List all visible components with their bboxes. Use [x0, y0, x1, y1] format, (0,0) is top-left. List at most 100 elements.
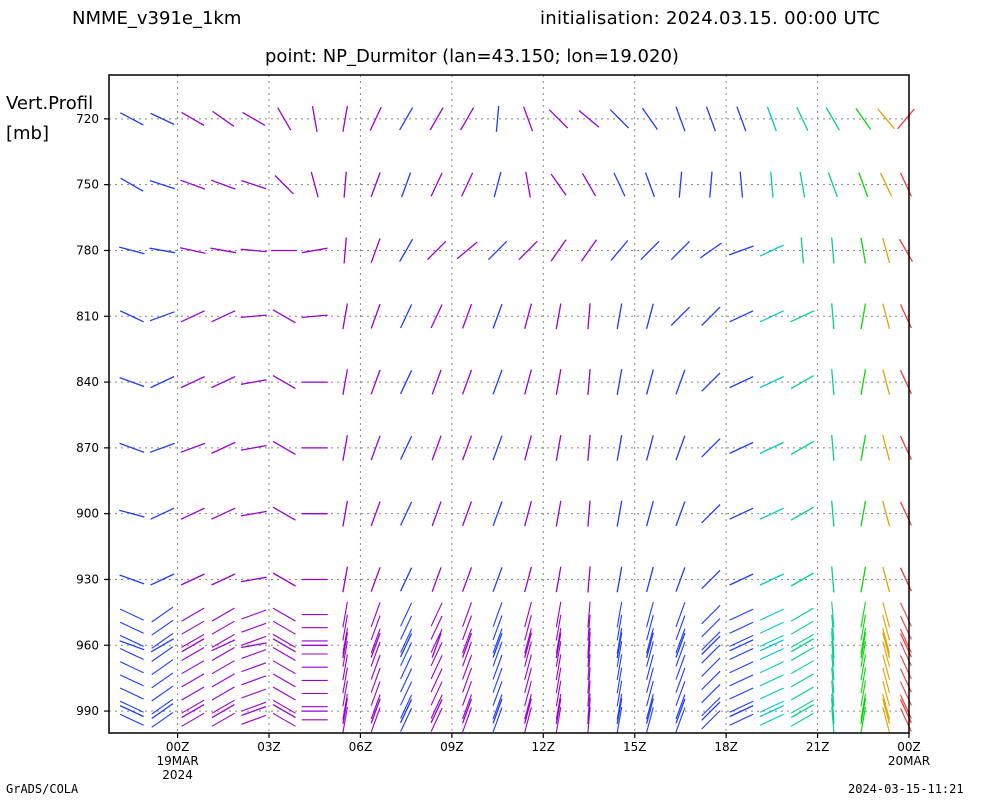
- wind-barb-lowlevel: [555, 601, 562, 628]
- wind-barb-lowlevel: [860, 601, 867, 628]
- wind-barb-lowlevel: [882, 641, 891, 667]
- wind-barb: [645, 369, 654, 395]
- wind-barb-lowlevel: [181, 620, 205, 635]
- wind-barb-lowlevel: [882, 693, 891, 720]
- wind-barb-lowlevel: [181, 712, 205, 727]
- wind-barb-lowlevel: [646, 680, 654, 707]
- wind-barb-lowlevel: [555, 628, 562, 654]
- wind-barb: [301, 314, 328, 319]
- wind-barb: [759, 376, 784, 389]
- wind-barb: [882, 566, 891, 593]
- wind-barb: [729, 639, 754, 652]
- wind-barb: [400, 370, 413, 395]
- wind-barb-lowlevel: [272, 712, 296, 727]
- wind-barb-lowlevel: [119, 661, 144, 674]
- wind-barb-lowlevel: [400, 628, 413, 653]
- wind-barb: [678, 171, 683, 198]
- wind-barb-lowlevel: [151, 606, 174, 623]
- wind-barb: [211, 507, 236, 520]
- wind-barb-lowlevel: [211, 660, 235, 675]
- wind-barb: [272, 572, 296, 587]
- wind-barb-lowlevel: [701, 657, 721, 677]
- wind-barb-lowlevel: [729, 687, 754, 700]
- wind-barb-lowlevel: [900, 668, 912, 693]
- wind-barb: [211, 573, 236, 586]
- wind-barb-lowlevel: [342, 654, 348, 681]
- wind-barb-lowlevel: [790, 673, 814, 688]
- wind-barb: [860, 698, 867, 725]
- wind-barb-lowlevel: [831, 680, 835, 707]
- wind-barb: [400, 304, 413, 329]
- wind-barb: [492, 303, 503, 329]
- wind-barb-lowlevel: [555, 706, 562, 733]
- wind-barb: [831, 237, 835, 264]
- wind-barb: [492, 369, 503, 395]
- wind-barb: [616, 434, 623, 461]
- wind-barb: [272, 506, 296, 521]
- location-title: point: NP_Durmitor (lan=43.150; lon=19.0…: [265, 46, 679, 67]
- wind-barb-lowlevel: [151, 672, 174, 689]
- wind-barb-lowlevel: [646, 601, 654, 628]
- wind-barb-lowlevel: [462, 615, 473, 641]
- wind-barb-lowlevel: [860, 706, 867, 733]
- wind-barb-lowlevel: [241, 714, 267, 725]
- wind-barb-lowlevel: [272, 699, 296, 714]
- wind-barb-lowlevel: [790, 647, 814, 661]
- wind-barb: [240, 248, 267, 253]
- wind-barb-lowlevel: [555, 654, 562, 681]
- wind-barb-lowlevel: [616, 706, 623, 733]
- wind-barb-lowlevel: [675, 602, 686, 627]
- grid-lines: [109, 75, 910, 733]
- wind-barb-lowlevel: [860, 641, 867, 667]
- wind-barb: [645, 303, 654, 329]
- wind-barb: [616, 303, 623, 330]
- wind-barb: [274, 175, 294, 195]
- wind-barb: [461, 303, 473, 329]
- wind-barb-lowlevel: [524, 654, 532, 680]
- wind-barb: [119, 310, 144, 323]
- wind-barb: [370, 501, 381, 527]
- wind-barb-lowlevel: [729, 648, 754, 660]
- wind-barb-lowlevel: [587, 680, 591, 707]
- wind-barb: [430, 304, 443, 329]
- wind-barb: [705, 106, 717, 132]
- wind-barb-lowlevel: [587, 627, 591, 654]
- wind-barb: [524, 566, 533, 593]
- wind-barb: [524, 500, 533, 527]
- wind-barb-lowlevel: [400, 668, 413, 693]
- wind-barb-lowlevel: [241, 622, 267, 633]
- wind-barb: [831, 434, 835, 461]
- wind-barb: [342, 303, 349, 330]
- wind-barb: [855, 107, 872, 130]
- wind-barb-lowlevel: [151, 711, 174, 728]
- wind-barb-lowlevel: [831, 654, 835, 681]
- wind-barb: [272, 375, 296, 390]
- wind-barb: [461, 501, 473, 527]
- wind-barb: [400, 567, 413, 592]
- wind-barb-lowlevel: [860, 628, 867, 654]
- wind-barb-lowlevel: [729, 621, 754, 634]
- wind-barb-lowlevel: [462, 667, 473, 693]
- wind-barb: [645, 566, 654, 593]
- wind-barb: [456, 241, 478, 260]
- x-tick-label: 00Z: [166, 740, 190, 754]
- wind-barb: [301, 247, 328, 254]
- wind-barb: [525, 171, 531, 198]
- wind-barb: [827, 172, 838, 198]
- wind-barb-lowlevel: [400, 681, 413, 706]
- wind-barb-lowlevel: [492, 694, 503, 720]
- wind-barb-lowlevel: [370, 694, 381, 720]
- wind-barb-lowlevel: [759, 648, 784, 660]
- wind-barb: [370, 567, 381, 592]
- wind-barb: [524, 369, 533, 395]
- wind-barb: [429, 107, 444, 131]
- wind-barb: [759, 310, 784, 323]
- wind-barb: [119, 574, 145, 585]
- wind-barb: [882, 435, 891, 461]
- wind-barb-lowlevel: [587, 667, 591, 694]
- wind-barb-lowlevel: [342, 614, 348, 641]
- wind-barb-lowlevel: [587, 601, 591, 628]
- wind-barb-lowlevel: [181, 633, 205, 648]
- wind-barb-lowlevel: [882, 615, 891, 641]
- wind-barb: [675, 698, 686, 724]
